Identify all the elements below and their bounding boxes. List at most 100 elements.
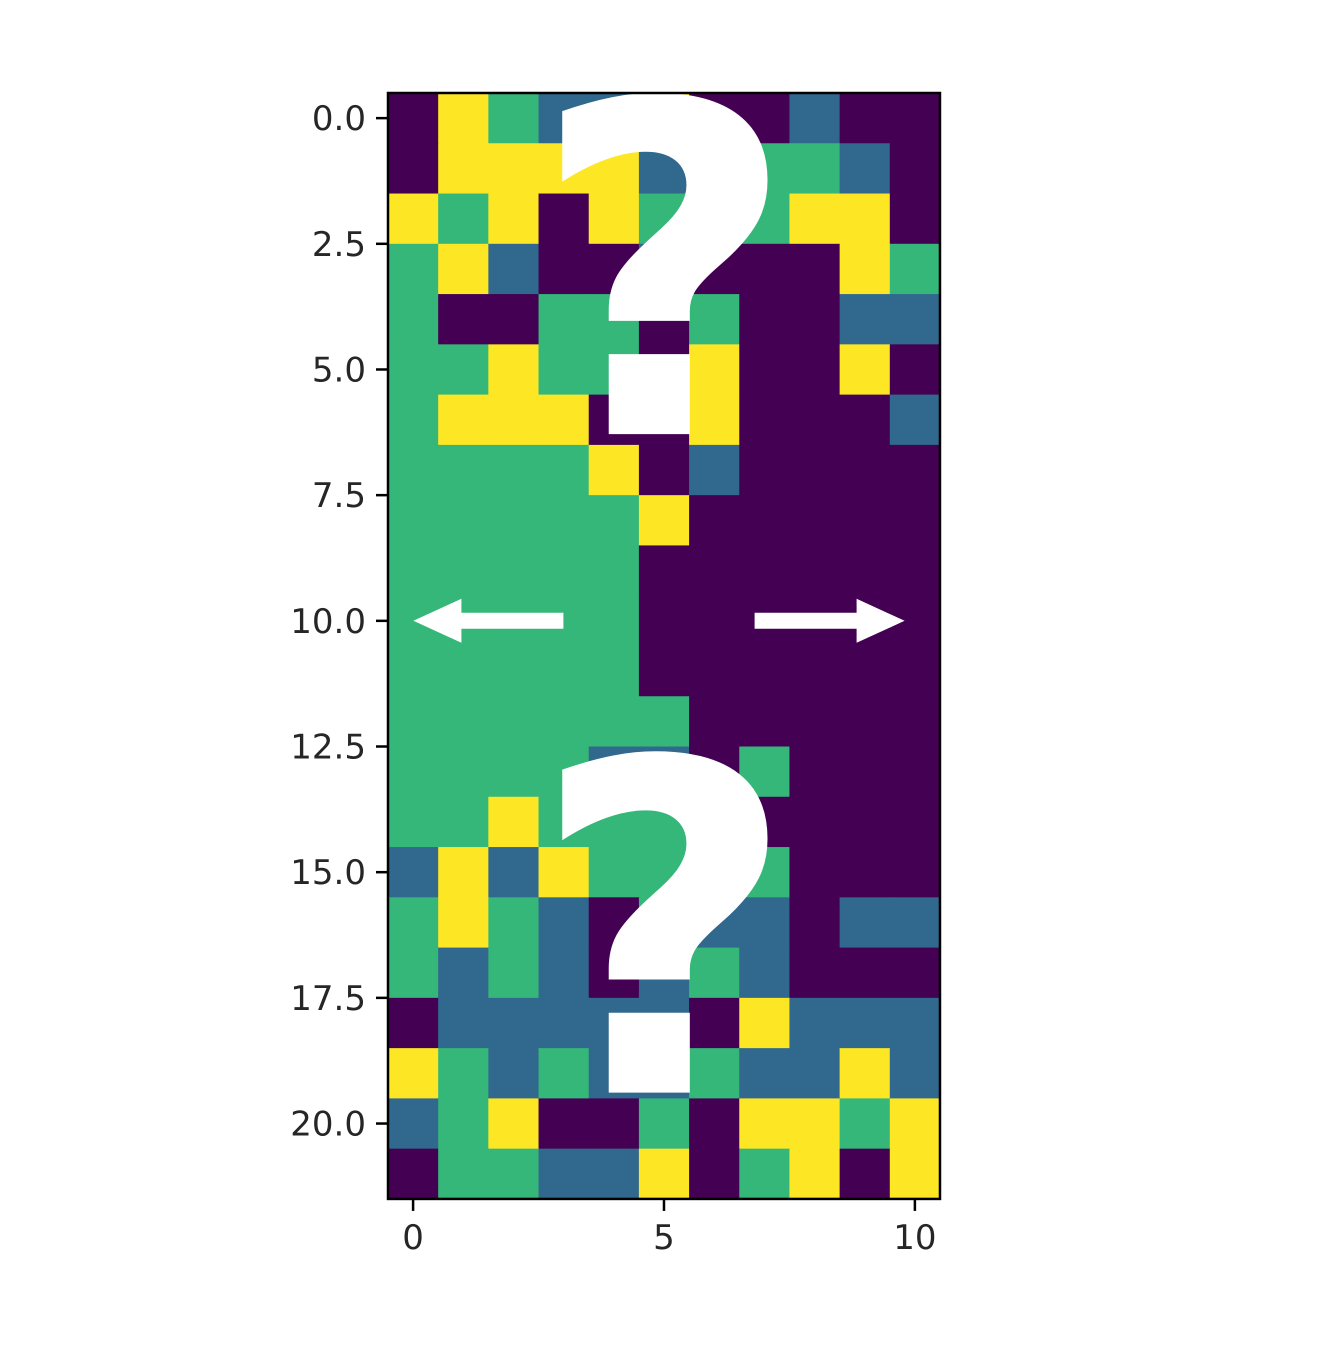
y-tick-label: 20.0	[290, 1105, 366, 1145]
heatmap-cell	[588, 394, 640, 446]
heatmap-cell	[488, 947, 540, 999]
heatmap-cell	[638, 193, 690, 245]
heatmap-cell	[839, 1148, 891, 1200]
heatmap-cell	[739, 243, 791, 295]
heatmap-cell	[739, 294, 791, 345]
heatmap-cell	[488, 1048, 540, 1099]
heatmap-cell	[538, 947, 590, 999]
heatmap-cell	[388, 143, 439, 195]
heatmap-cell	[789, 947, 841, 999]
heatmap-cell	[739, 746, 791, 798]
x-tick-label: 5	[653, 1218, 675, 1258]
heatmap-cell	[538, 696, 590, 748]
heatmap-cell	[789, 545, 841, 597]
heatmap-cell	[839, 1048, 891, 1099]
heatmap-cell	[689, 947, 740, 999]
heatmap-cell	[588, 947, 640, 999]
heatmap-cell	[438, 746, 489, 798]
heatmap-cell	[789, 645, 841, 697]
heatmap-cell	[638, 93, 690, 144]
heatmap-cell	[689, 193, 740, 245]
arrow-right-icon	[754, 598, 905, 643]
heatmap-cell	[638, 143, 690, 195]
heatmap-cell	[538, 1048, 590, 1099]
heatmap-cell	[689, 997, 740, 1049]
heatmap-cell	[488, 294, 540, 345]
heatmap-cell	[488, 847, 540, 898]
heatmap-cell	[388, 243, 439, 295]
heatmap-cell	[739, 847, 791, 898]
heatmap-cell	[839, 294, 891, 345]
heatmap-cell	[588, 595, 640, 647]
heatmap-cell	[839, 696, 891, 748]
heatmap-cell	[638, 696, 690, 748]
y-tick-label: 17.5	[290, 979, 366, 1019]
heatmap-cell	[488, 545, 540, 597]
heatmap-cell	[789, 847, 841, 898]
heatmap-cell	[488, 344, 540, 396]
y-tick-label: 12.5	[290, 728, 366, 768]
heatmap-cell	[388, 394, 439, 446]
heatmap-cell	[638, 947, 690, 999]
heatmap-cell	[689, 897, 740, 949]
heatmap-cell	[739, 696, 791, 748]
heatmap-cell	[889, 444, 941, 496]
heatmap-cell	[638, 1098, 690, 1150]
heatmap-cell	[538, 243, 590, 295]
heatmap-cell	[889, 746, 941, 798]
heatmap-cell	[538, 796, 590, 848]
heatmap-cell	[739, 1098, 791, 1150]
heatmap-cell	[388, 444, 439, 496]
heatmap-cell	[689, 696, 740, 748]
heatmap-cell	[789, 394, 841, 446]
heatmap-cell	[839, 243, 891, 295]
heatmap-cell	[488, 1098, 540, 1150]
heatmap-cell	[839, 344, 891, 396]
heatmap-cell	[739, 796, 791, 848]
heatmap-cell	[388, 545, 439, 597]
heatmap-cell	[789, 897, 841, 949]
heatmap-cell	[538, 847, 590, 898]
y-tick-label: 7.5	[312, 476, 366, 516]
heatmap-cell	[839, 495, 891, 547]
heatmap-cell	[588, 1148, 640, 1200]
heatmap-cell	[789, 143, 841, 195]
heatmap-cell	[789, 444, 841, 496]
heatmap-cell	[839, 847, 891, 898]
x-tick-label: 10	[893, 1218, 936, 1258]
arrow-left-icon	[413, 598, 564, 643]
heatmap-cell	[689, 545, 740, 597]
y-tick-label: 10.0	[290, 602, 366, 642]
heatmap-cell	[739, 344, 791, 396]
heatmap-cell	[638, 746, 690, 798]
heatmap-cell	[388, 947, 439, 999]
y-tick-label: 15.0	[290, 853, 366, 893]
heatmap-cell	[488, 243, 540, 295]
heatmap-cell	[638, 1148, 690, 1200]
heatmap-cell	[889, 997, 941, 1049]
heatmap-cell	[689, 143, 740, 195]
heatmap-cell	[789, 294, 841, 345]
heatmap-cell	[538, 1148, 590, 1200]
overlay-annotations: ??	[413, 8, 905, 1202]
heatmap-cell	[739, 947, 791, 999]
heatmap-cell	[889, 93, 941, 144]
heatmap-cell	[889, 344, 941, 396]
heatmap-cell	[889, 947, 941, 999]
heatmap-cell	[638, 294, 690, 345]
heatmap-cell	[588, 193, 640, 245]
heatmap-cells	[388, 93, 941, 1200]
heatmap-cell	[388, 495, 439, 547]
heatmap-cell	[739, 394, 791, 446]
heatmap-cell	[488, 444, 540, 496]
x-axis: 0 5 10	[402, 1198, 937, 1258]
heatmap-cell	[488, 193, 540, 245]
heatmap-cell	[789, 344, 841, 396]
heatmap-cell	[538, 394, 590, 446]
heatmap-cell	[889, 645, 941, 697]
heatmap-cell	[588, 1098, 640, 1150]
heatmap-cell	[789, 1098, 841, 1150]
heatmap-cell	[739, 1048, 791, 1099]
heatmap-cell	[488, 93, 540, 144]
heatmap-cell	[438, 243, 489, 295]
